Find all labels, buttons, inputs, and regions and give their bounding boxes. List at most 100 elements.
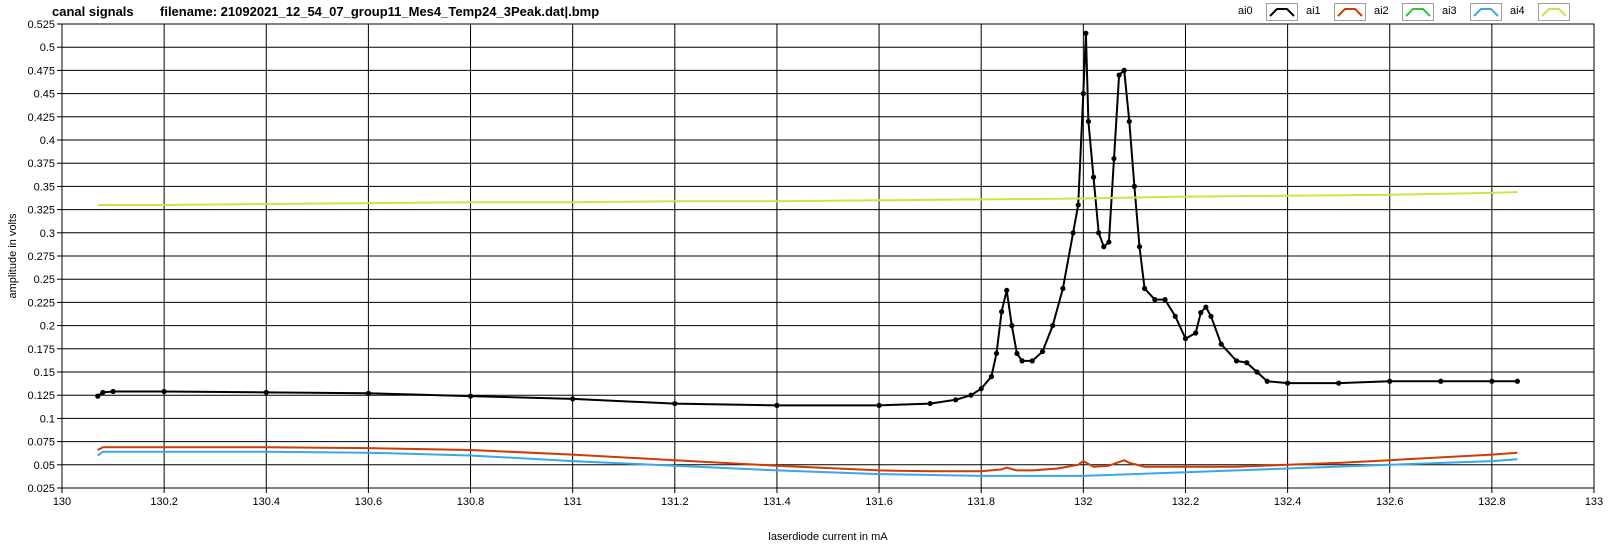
data-point-ai0 [1489,378,1495,384]
x-tick-label: 132.6 [1376,496,1404,508]
x-tick-label: 130.2 [150,496,178,508]
y-tick-label: 0.05 [34,460,55,472]
x-tick-label: 132.4 [1274,496,1302,508]
legend-swatch-ai4[interactable] [1538,3,1570,21]
data-point-ai0 [953,397,959,403]
y-tick-label: 0.2 [40,321,55,333]
filename-label: filename: 21092021_12_54_07_group11_Mes4… [160,4,600,19]
data-point-ai0 [988,374,995,380]
data-point-ai0 [1106,239,1112,245]
data-point-ai0 [1387,378,1393,384]
x-tick-label: 131.4 [763,496,791,508]
data-point-ai0 [1198,310,1204,316]
series-line-ai3 [97,450,1518,477]
data-point-ai0 [978,386,984,392]
legend-label-ai0: ai0 [1238,5,1253,17]
x-tick-label: 130.8 [457,496,485,508]
x-tick-label: 133 [1585,496,1603,508]
data-point-ai0 [1285,380,1291,386]
data-point-ai0 [1060,285,1066,292]
x-tick-label: 132 [1074,496,1092,508]
data-point-ai0 [1080,91,1086,97]
x-tick-label: 131 [563,496,581,508]
data-point-ai0 [467,393,474,399]
data-point-ai0 [1254,369,1260,375]
y-tick-label: 0.275 [27,251,55,263]
legend-label-ai1: ai1 [1306,5,1321,17]
series-ai0 [95,30,1520,409]
y-tick-label: 0.525 [27,19,55,31]
y-tick-label: 0.375 [27,158,55,170]
chart-title: canal signals [52,4,134,19]
y-tick-label: 0.025 [27,483,55,495]
data-point-ai0 [1182,335,1189,342]
y-tick-label: 0.075 [27,437,55,449]
data-point-ai0 [570,396,576,402]
x-tick-label: 130 [53,496,71,508]
data-point-ai0 [993,350,1000,357]
legend-swatch-ai3[interactable] [1470,3,1502,21]
data-point-ai0 [1019,358,1025,364]
series-ai4 [97,191,1518,206]
data-point-ai0 [365,390,371,396]
data-point-ai0 [1142,285,1148,292]
y-tick-label: 0.45 [34,89,55,101]
y-tick-label: 0.15 [34,367,55,379]
data-point-ai0 [1096,230,1102,236]
data-point-ai0 [1264,378,1270,384]
x-tick-label: 131.6 [865,496,893,508]
y-tick-label: 0.4 [40,135,55,147]
y-tick-label: 0.5 [40,42,55,54]
legend-swatch-ai0[interactable] [1266,3,1298,21]
data-point-ai0 [1336,380,1342,386]
y-tick-label: 0.425 [27,112,55,124]
data-point-ai0 [100,389,106,396]
data-point-ai0 [1090,174,1097,180]
x-tick-label: 130.4 [253,496,281,508]
series-ai3 [97,450,1518,477]
data-point-ai0 [1233,358,1240,364]
y-tick-label: 0.1 [40,413,55,425]
x-tick-label: 130.6 [355,496,383,508]
chart-header: canal signals filename: 21092021_12_54_0… [0,0,1620,24]
data-point-ai0 [1039,348,1046,355]
line-sample-icon [1337,8,1363,17]
grid [57,23,1595,493]
data-point-ai0 [1070,230,1076,236]
data-point-ai0 [1172,313,1178,319]
line-sample-icon [1541,8,1567,17]
data-point-ai0 [927,400,933,407]
data-point-ai0 [1136,244,1143,250]
line-sample-icon [1269,8,1295,17]
x-tick-label: 132.8 [1478,496,1506,508]
y-tick-label: 0.35 [34,181,55,193]
line-sample-icon [1405,8,1431,17]
data-point-ai0 [1009,323,1015,329]
legend-swatch-ai1[interactable] [1334,3,1366,21]
data-point-ai0 [1514,378,1520,384]
data-point-ai0 [1218,341,1224,347]
x-tick-label: 131.8 [967,496,995,508]
y-axis-label: amplitude in volts [7,213,19,298]
data-point-ai0 [1014,350,1020,357]
data-point-ai0 [1116,72,1122,78]
x-axis-label: laserdiode current in mA [768,531,888,543]
y-tick-label: 0.175 [27,344,55,356]
data-point-ai0 [1085,118,1092,125]
data-point-ai0 [672,400,678,407]
y-tick-label: 0.225 [27,297,55,309]
data-point-ai0 [1193,330,1199,336]
x-tick-label: 131.2 [661,496,689,508]
data-point-ai0 [774,402,780,409]
data-point-ai0 [1131,183,1137,189]
data-point-ai0 [1203,304,1209,310]
data-point-ai0 [1438,378,1444,384]
data-point-ai0 [1126,118,1132,125]
legend-swatch-ai2[interactable] [1402,3,1434,21]
data-point-ai0 [1244,360,1250,366]
data-point-ai0 [1029,358,1035,364]
data-point-ai0 [1101,244,1107,250]
data-point-ai0 [1111,155,1117,162]
y-tick-label: 0.3 [40,228,55,240]
